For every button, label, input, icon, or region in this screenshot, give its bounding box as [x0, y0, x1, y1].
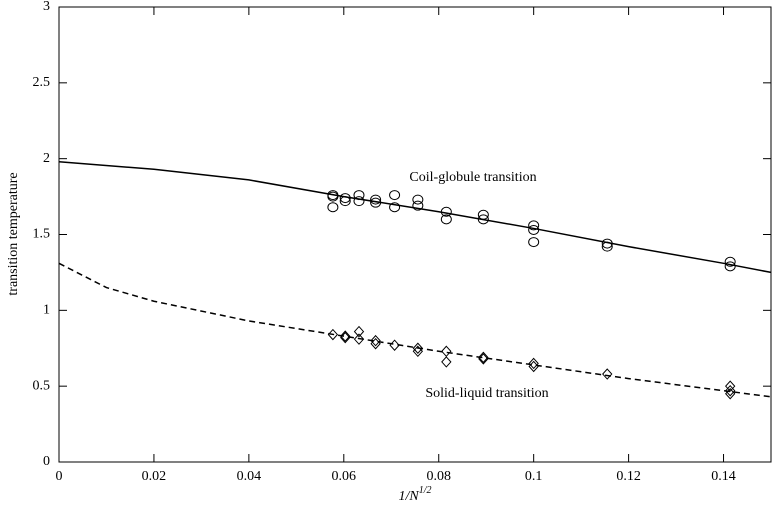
y-tick-label: 2.5 — [33, 75, 51, 90]
y-axis-label: transition temperature — [6, 172, 21, 295]
diamond-marker — [412, 345, 424, 358]
circle-marker — [370, 194, 382, 205]
diamond-marker — [340, 330, 351, 342]
diamond-marker — [725, 388, 736, 400]
diamond-marker — [441, 345, 452, 358]
circle-marker — [724, 256, 736, 267]
diamond-marker — [528, 360, 539, 373]
circle-marker — [528, 237, 540, 248]
y-tick-label: 1 — [43, 303, 50, 318]
circle-marker — [327, 202, 339, 213]
fit-line — [58, 262, 772, 398]
y-tick-label: 1.5 — [33, 227, 51, 242]
diamond-marker — [725, 384, 736, 397]
diamond-marker — [478, 351, 489, 364]
diamond-marker — [528, 357, 539, 370]
y-tick-label: 2 — [43, 151, 50, 166]
diamond-marker — [353, 333, 365, 345]
x-tick-label: 0.08 — [426, 469, 451, 484]
x-label-sup: 1/2 — [419, 485, 432, 496]
circle-marker — [412, 194, 424, 205]
y-tick-label: 3 — [43, 0, 50, 14]
diamond-marker — [602, 368, 613, 380]
plot-frame — [58, 6, 772, 463]
annotation: Coil-globule transition — [409, 170, 536, 185]
y-tick-label: 0.5 — [33, 378, 51, 393]
x-tick-label: 0.04 — [237, 469, 262, 484]
y-tick-label: 0 — [43, 454, 50, 469]
diamond-marker — [370, 334, 381, 347]
circle-marker — [528, 220, 540, 231]
x-tick-label: 0.02 — [142, 469, 167, 484]
circle-marker — [353, 196, 365, 207]
diamond-marker — [353, 325, 365, 338]
diamond-marker — [441, 356, 452, 368]
circle-marker — [327, 191, 339, 202]
fit-line — [58, 160, 772, 274]
x-label-base: 1/N — [398, 489, 419, 504]
x-tick-label: 0.12 — [616, 469, 641, 484]
circle-marker — [389, 190, 401, 201]
x-tick-label: 0.14 — [711, 469, 736, 484]
x-tick-label: 0 — [56, 469, 63, 484]
x-tick-label: 0.06 — [332, 469, 357, 484]
x-tick-label: 0.1 — [525, 469, 543, 484]
circle-marker — [412, 200, 424, 211]
x-axis-label: 1/N1/2 — [398, 485, 431, 504]
circle-marker — [724, 261, 736, 272]
diamond-marker — [327, 328, 339, 341]
annotation: Solid-liquid transition — [425, 386, 548, 401]
circle-marker — [440, 214, 452, 225]
diamond-marker — [725, 380, 736, 392]
circle-marker — [389, 202, 401, 213]
diamond-marker — [412, 342, 424, 354]
